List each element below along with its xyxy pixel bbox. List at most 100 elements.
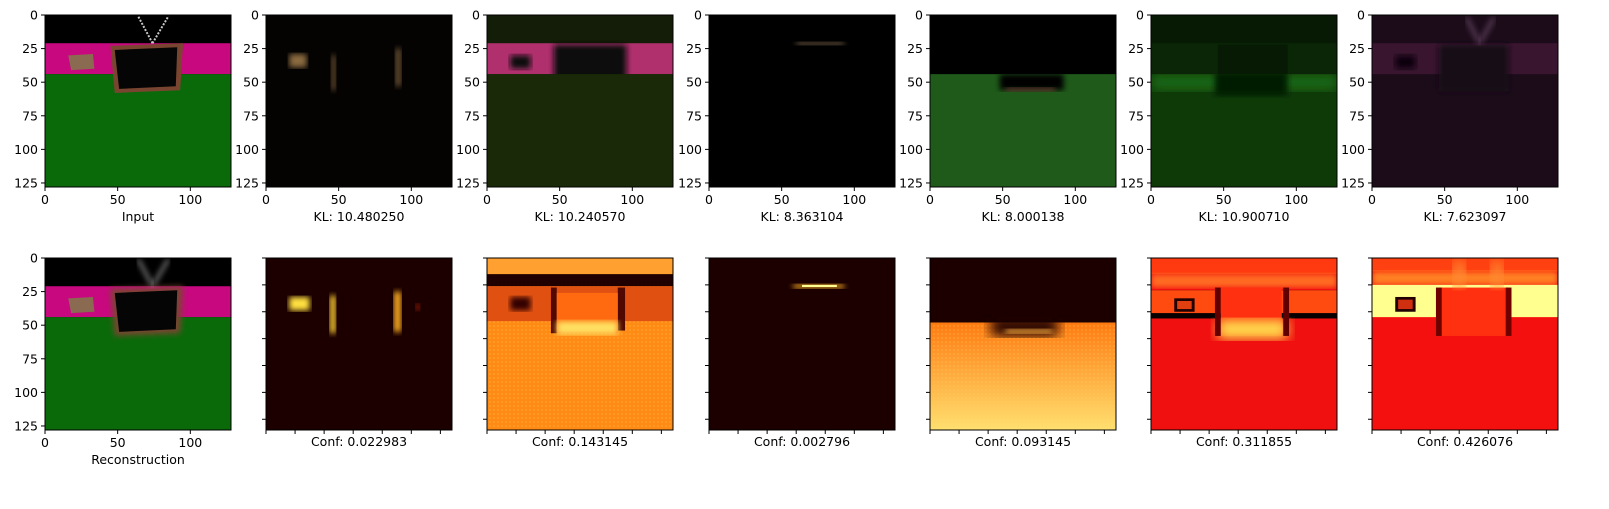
- y-tick-label: 125: [678, 175, 702, 190]
- x-tick-label: 0: [926, 192, 934, 207]
- confidence-heatmap: [930, 258, 1116, 430]
- component-image: [266, 15, 452, 187]
- y-tick-label: 125: [456, 175, 480, 190]
- y-tick-label: 25: [686, 41, 702, 56]
- y-tick-label: 75: [907, 108, 923, 123]
- component-blob: [510, 55, 531, 69]
- axes-frame: [265, 257, 453, 431]
- heat-region: [1505, 287, 1512, 336]
- x-tick-label: 100: [1063, 192, 1087, 207]
- antenna: [151, 15, 170, 44]
- panel-caption: Conf: 0.022983: [311, 434, 407, 449]
- x-tick-label: 0: [262, 192, 270, 207]
- heat-region: [487, 258, 673, 275]
- x-tick-label: 50: [110, 435, 126, 450]
- y-tick-label: 125: [899, 175, 923, 190]
- confidence-heatmap: [709, 258, 895, 430]
- panel-caption: Conf: 0.426076: [1417, 434, 1513, 449]
- scene-image: [45, 258, 231, 430]
- y-tick-label: 75: [243, 108, 259, 123]
- panel-top-4: 0 50 100 0 25 50 75 100 125 KL: 8.000138: [899, 8, 1117, 224]
- heat-region: [329, 295, 336, 334]
- axes-frame: [1150, 257, 1338, 431]
- heat-region: [1151, 258, 1337, 275]
- y-tick-label: 0: [30, 251, 38, 266]
- component-image: [1151, 15, 1337, 187]
- heat-region: [1214, 287, 1221, 336]
- y-tick-label: 25: [243, 41, 259, 56]
- axes-frame: [265, 14, 453, 188]
- y-tick-label: 0: [472, 8, 480, 23]
- tv-screen: [114, 47, 178, 89]
- component-blob: [487, 74, 673, 187]
- floor: [45, 74, 231, 187]
- y-tick-label: 75: [22, 351, 38, 366]
- panel-top-1: 0 50 100 0 25 50 75 100 125 KL: 10.480250: [235, 8, 453, 224]
- x-tick-label: 50: [1216, 192, 1232, 207]
- y-tick-label: 0: [1136, 8, 1144, 23]
- panel-caption: Conf: 0.143145: [532, 434, 628, 449]
- panel-top-0: 0 50 100 0 25 50 75 100 125 Input: [14, 8, 232, 224]
- x-tick-label: 100: [1505, 192, 1529, 207]
- x-tick-label: 50: [331, 192, 347, 207]
- y-tick-label: 100: [14, 142, 38, 157]
- box: [68, 296, 95, 314]
- x-tick-label: 100: [620, 192, 644, 207]
- x-tick-label: 100: [842, 192, 866, 207]
- x-tick-label: 0: [41, 435, 49, 450]
- component-image: [487, 15, 673, 187]
- x-tick-label: 50: [774, 192, 790, 207]
- component-image: [709, 15, 895, 187]
- confidence-heatmap: [487, 258, 673, 430]
- y-tick-label: 125: [14, 175, 38, 190]
- component-blob: [1395, 55, 1416, 69]
- tv-screen: [114, 290, 178, 332]
- panel-bottom-6: Conf: 0.426076: [1368, 257, 1559, 449]
- heat-region: [1151, 274, 1337, 288]
- heat-region: [393, 291, 402, 332]
- panel-top-2: 0 50 100 0 25 50 75 100 125 KL: 10.240570: [456, 8, 674, 224]
- component-blob: [395, 48, 402, 87]
- component-image: [930, 15, 1116, 187]
- x-tick-label: 50: [1437, 192, 1453, 207]
- axes-frame: [1371, 257, 1559, 431]
- antenna: [137, 258, 154, 287]
- box: [68, 53, 95, 71]
- panel-caption: Input: [122, 209, 154, 224]
- panel-top-3: 0 50 100 0 25 50 75 100 125 KL: 8.363104: [678, 8, 896, 224]
- y-tick-label: 100: [899, 142, 923, 157]
- x-tick-label: 100: [399, 192, 423, 207]
- component-blob: [796, 41, 845, 46]
- panel-caption: KL: 8.000138: [982, 209, 1065, 224]
- axes-frame: [708, 257, 896, 431]
- y-tick-label: 25: [1128, 41, 1144, 56]
- axes-frame: [708, 14, 896, 188]
- axes-frame: [44, 257, 232, 431]
- component-background: [1372, 15, 1558, 187]
- antenna: [151, 258, 170, 287]
- heat-region: [1217, 319, 1288, 339]
- y-tick-label: 75: [22, 108, 38, 123]
- panel-bottom-0: 0 50 100 0 25 50 75 100 125 Reconstruction: [14, 251, 232, 467]
- heat-region: [1177, 301, 1192, 310]
- panel-caption: KL: 8.363104: [761, 209, 844, 224]
- component-blob: [930, 74, 1116, 187]
- y-tick-label: 75: [1128, 108, 1144, 123]
- x-tick-label: 0: [1368, 192, 1376, 207]
- y-tick-label: 25: [1349, 41, 1365, 56]
- x-tick-label: 50: [995, 192, 1011, 207]
- y-tick-label: 75: [464, 108, 480, 123]
- antenna: [137, 15, 154, 44]
- y-tick-label: 100: [235, 142, 259, 157]
- y-tick-label: 50: [907, 75, 923, 90]
- x-tick-label: 100: [1284, 192, 1308, 207]
- panel-bottom-1: Conf: 0.022983: [262, 257, 453, 449]
- axes-frame: [1150, 14, 1338, 188]
- y-tick-label: 50: [1128, 75, 1144, 90]
- panel-top-6: 0 50 100 0 25 50 75 100 125 KL: 7.623097: [1341, 8, 1559, 224]
- component-image: [1372, 15, 1558, 187]
- x-tick-label: 0: [1147, 192, 1155, 207]
- y-tick-label: 0: [30, 8, 38, 23]
- axes-frame: [486, 14, 674, 188]
